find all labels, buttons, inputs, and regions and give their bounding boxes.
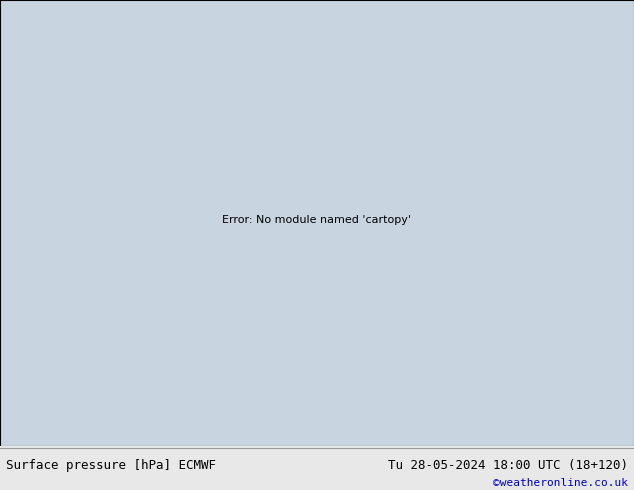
Text: Tu 28-05-2024 18:00 UTC (18+120): Tu 28-05-2024 18:00 UTC (18+120) (387, 459, 628, 472)
Text: Error: No module named 'cartopy': Error: No module named 'cartopy' (223, 215, 411, 225)
Text: Surface pressure [hPa] ECMWF: Surface pressure [hPa] ECMWF (6, 459, 216, 472)
Text: ©weatheronline.co.uk: ©weatheronline.co.uk (493, 478, 628, 488)
